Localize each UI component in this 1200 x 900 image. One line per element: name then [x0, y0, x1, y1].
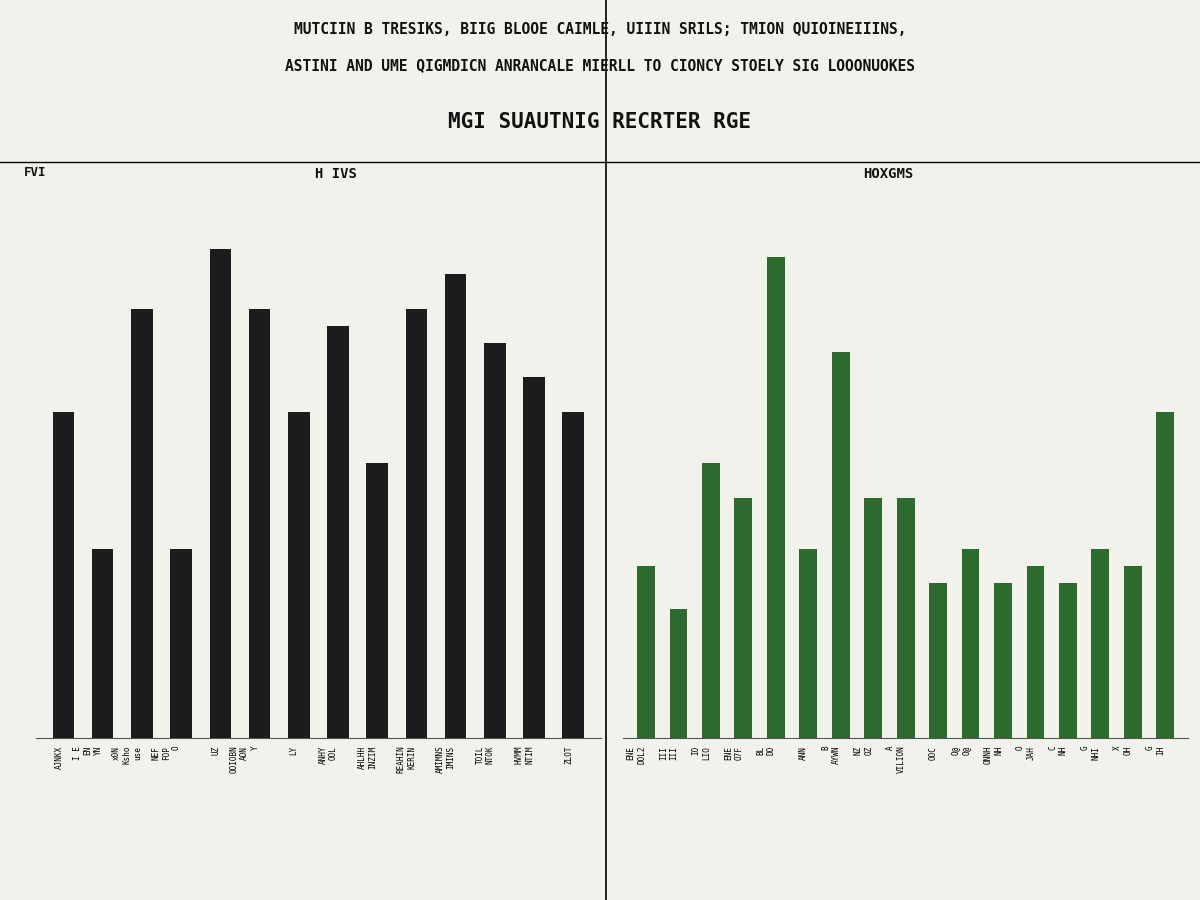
Bar	[563, 412, 584, 738]
Bar	[445, 274, 467, 738]
Bar	[767, 257, 785, 738]
Bar	[366, 464, 388, 738]
Bar	[832, 352, 850, 738]
Bar	[484, 343, 505, 738]
Bar	[994, 583, 1012, 738]
Bar	[864, 498, 882, 738]
Bar	[1124, 566, 1141, 738]
Bar	[1157, 412, 1175, 738]
Bar	[210, 248, 232, 738]
Bar	[670, 609, 688, 738]
Text: MUTCIIN B TRESIKS, BIIG BLOOE CAIMLE, UIIIN SRILS; TMION QUIOINEIIINS,: MUTCIIN B TRESIKS, BIIG BLOOE CAIMLE, UI…	[294, 22, 906, 38]
Bar	[170, 549, 192, 738]
Bar	[288, 412, 310, 738]
Bar	[248, 309, 270, 738]
Bar	[896, 498, 914, 738]
Bar	[523, 377, 545, 738]
Bar	[961, 549, 979, 738]
Text: FVI: FVI	[24, 166, 47, 179]
Bar	[328, 326, 349, 738]
Bar	[799, 549, 817, 738]
Text: H IVS: H IVS	[316, 166, 356, 181]
Bar	[406, 309, 427, 738]
Text: HOXGMS: HOXGMS	[863, 166, 913, 181]
Bar	[637, 566, 655, 738]
Bar	[92, 549, 114, 738]
Bar	[929, 583, 947, 738]
Bar	[702, 464, 720, 738]
Text: ASTINI AND UME QIGMDICN ANRANCALE MIERLL TO CIONCY STOELY SIG LOOONUOKES: ASTINI AND UME QIGMDICN ANRANCALE MIERLL…	[286, 58, 916, 74]
Bar	[734, 498, 752, 738]
Bar	[131, 309, 152, 738]
Bar	[1092, 549, 1109, 738]
Bar	[53, 412, 74, 738]
Bar	[1058, 583, 1076, 738]
Bar	[1026, 566, 1044, 738]
Text: MGI SUAUTNIG RECRTER RGE: MGI SUAUTNIG RECRTER RGE	[449, 112, 751, 132]
